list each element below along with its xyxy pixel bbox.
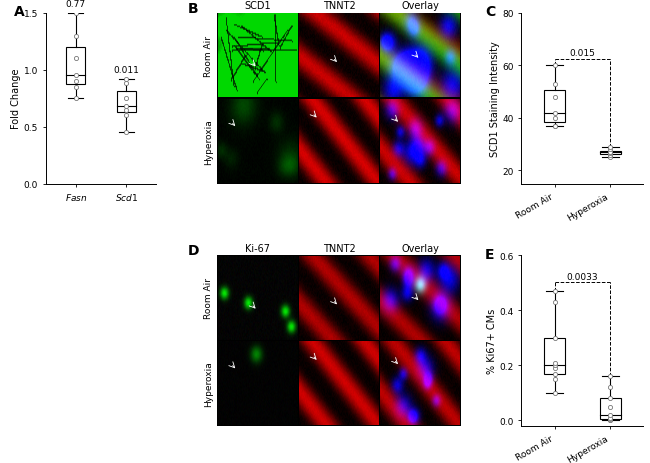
Bar — [66, 48, 85, 85]
Text: 0.011: 0.011 — [113, 66, 139, 75]
Text: Overlay: Overlay — [402, 243, 439, 253]
Text: C: C — [485, 6, 495, 19]
Text: TNNT2: TNNT2 — [322, 1, 356, 11]
Bar — [544, 91, 566, 123]
Bar — [544, 338, 566, 374]
Text: TNNT2: TNNT2 — [322, 243, 356, 253]
Text: Room Air: Room Air — [204, 36, 213, 77]
Y-axis label: Fold Change: Fold Change — [10, 69, 21, 129]
Text: 0.77: 0.77 — [66, 0, 86, 9]
Text: 0.015: 0.015 — [569, 49, 595, 58]
Text: Hyperoxia: Hyperoxia — [204, 119, 213, 164]
Y-axis label: SCD1 Staining Intensity: SCD1 Staining Intensity — [489, 41, 500, 157]
Text: SCD1: SCD1 — [244, 1, 271, 11]
Text: D: D — [188, 244, 199, 258]
Text: Ki-67: Ki-67 — [245, 243, 270, 253]
Text: B: B — [188, 2, 198, 16]
Text: E: E — [485, 247, 495, 261]
Bar — [600, 151, 621, 155]
Bar — [116, 92, 136, 113]
Text: Overlay: Overlay — [402, 1, 439, 11]
Text: Room Air: Room Air — [204, 278, 213, 319]
Text: 0.0033: 0.0033 — [567, 272, 598, 281]
Y-axis label: % Ki67+ CMs: % Ki67+ CMs — [487, 308, 497, 373]
Text: A: A — [14, 6, 25, 19]
Text: Hyperoxia: Hyperoxia — [204, 361, 213, 406]
Bar — [600, 399, 621, 419]
